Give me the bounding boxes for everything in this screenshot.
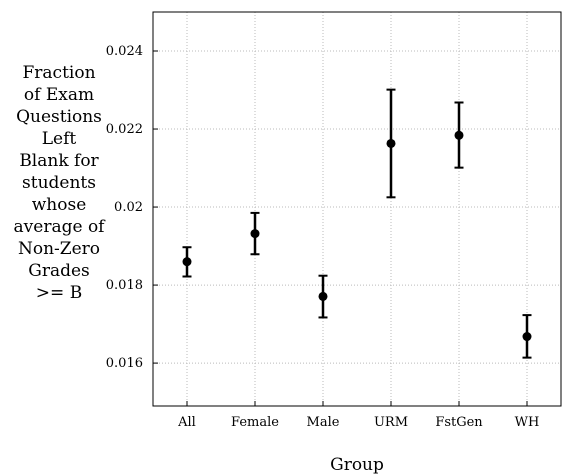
x-tick-label: FstGen <box>435 415 483 430</box>
x-ticks: All Female Male URM FstGen WH <box>177 401 539 430</box>
x-tick-label: Male <box>307 415 340 430</box>
gridlines <box>153 12 561 406</box>
y-axis-label-line: Left <box>41 129 77 149</box>
data-point <box>318 291 328 301</box>
y-axis-label: Fraction of Exam Questions Left Blank for stu… <box>0 62 118 304</box>
x-tick-label: URM <box>374 415 408 430</box>
y-ticks: 0.016 0.018 0.02 0.022 0.024 <box>106 44 158 371</box>
y-tick-label: 0.022 <box>106 122 143 137</box>
y-axis-label-line: Non-Zero <box>17 239 101 259</box>
plot-frame <box>152 11 562 407</box>
y-axis-label-line: Fraction <box>22 63 96 83</box>
x-tick-label: WH <box>515 415 540 430</box>
y-tick-label: 0.024 <box>106 44 143 59</box>
data-point <box>522 332 532 342</box>
y-tick-label: 0.016 <box>106 356 143 371</box>
data-point <box>250 229 260 239</box>
y-axis-label-line: of Exam <box>23 85 95 105</box>
y-axis-label-line: >= B <box>35 283 83 303</box>
y-tick-label: 0.018 <box>106 278 143 293</box>
data-marks <box>182 88 532 359</box>
y-tick-label: 0.02 <box>114 200 143 215</box>
data-point <box>454 130 464 140</box>
y-axis-label-line: students <box>22 173 96 193</box>
x-tick-label: All <box>177 415 196 430</box>
y-axis-label-line: Blank for <box>19 151 99 171</box>
data-point <box>386 138 396 148</box>
y-axis-label-line: Grades <box>28 261 90 281</box>
y-axis-label-line: average of <box>13 217 105 237</box>
x-tick-label: Female <box>231 415 279 430</box>
y-axis-label-line: whose <box>31 195 87 215</box>
y-axis-label-line: Questions <box>16 107 102 127</box>
x-axis-label: Group <box>330 455 384 474</box>
data-point <box>182 257 192 267</box>
